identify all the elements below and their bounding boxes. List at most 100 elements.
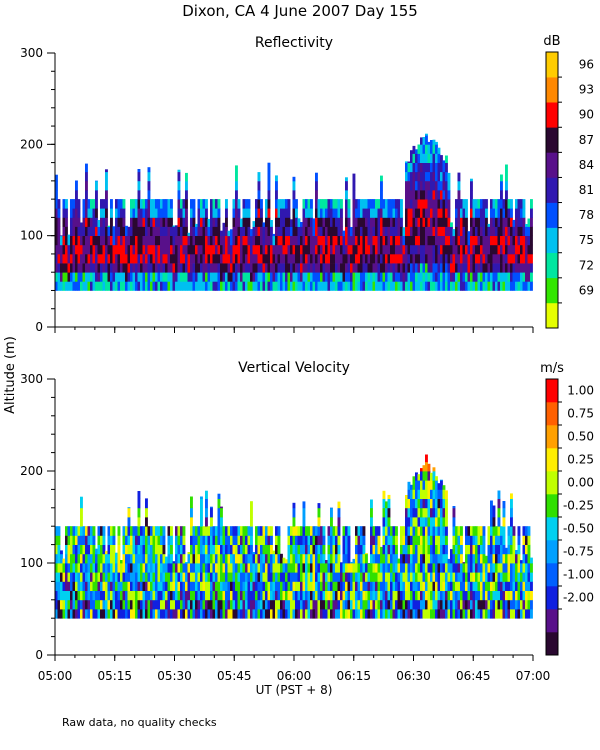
data-cell — [427, 190, 431, 200]
data-cell — [342, 281, 346, 291]
data-cell — [440, 253, 443, 264]
data-cell — [450, 581, 453, 591]
data-cell — [300, 263, 303, 273]
data-cell — [132, 544, 136, 555]
data-cell — [397, 281, 401, 291]
data-cell — [302, 609, 306, 619]
data-cell — [102, 208, 106, 218]
data-cell — [137, 263, 141, 273]
data-cell — [260, 272, 263, 282]
data-cell — [470, 226, 473, 236]
data-cell — [197, 217, 201, 227]
data-cell — [412, 489, 416, 499]
data-cell — [87, 217, 91, 227]
data-cell — [295, 263, 298, 273]
data-cell — [250, 235, 253, 246]
data-cell — [205, 599, 208, 610]
data-cell — [427, 535, 431, 545]
data-cell — [200, 535, 203, 545]
data-cell — [295, 572, 298, 582]
data-cell — [527, 235, 531, 246]
data-cell — [445, 190, 448, 200]
data-cell — [155, 599, 158, 610]
data-cell — [390, 208, 393, 218]
data-cell — [460, 526, 463, 536]
data-cell — [412, 563, 416, 573]
data-cell — [350, 561, 353, 564]
data-cell — [235, 244, 238, 255]
data-cell — [372, 226, 376, 236]
data-cell — [97, 599, 101, 610]
data-cell — [317, 199, 321, 209]
data-cell — [132, 526, 136, 536]
data-cell — [425, 208, 428, 218]
data-cell — [340, 599, 343, 610]
data-cell — [420, 137, 423, 145]
data-cell — [392, 253, 396, 264]
data-cell — [510, 199, 513, 209]
data-cell — [512, 572, 516, 582]
data-cell — [260, 199, 263, 209]
data-cell — [455, 208, 458, 218]
data-cell — [425, 563, 428, 573]
data-cell — [417, 526, 421, 536]
data-cell — [377, 553, 381, 564]
data-cell — [85, 553, 88, 564]
data-cell — [397, 563, 401, 573]
data-cell — [277, 609, 281, 619]
data-cell — [72, 235, 76, 246]
data-cell — [75, 253, 78, 264]
data-cell — [515, 226, 518, 236]
data-cell — [432, 199, 436, 209]
data-cell — [137, 553, 141, 564]
data-cell — [415, 517, 418, 527]
data-cell — [252, 244, 256, 255]
data-cell — [280, 217, 283, 227]
data-cell — [217, 553, 221, 564]
data-cell — [495, 599, 498, 610]
data-cell — [180, 535, 183, 545]
data-cell — [445, 590, 448, 601]
data-cell — [487, 223, 491, 227]
data-cell — [272, 599, 276, 610]
data-cell — [425, 454, 428, 463]
data-cell — [410, 563, 413, 573]
data-cell — [420, 272, 423, 282]
data-cell — [85, 190, 88, 200]
data-cell — [240, 544, 243, 555]
colorbar-swatch — [546, 302, 558, 329]
data-cell — [417, 535, 421, 545]
data-cell — [275, 281, 278, 291]
data-cell — [502, 199, 506, 209]
data-cell — [347, 599, 351, 610]
data-cell — [335, 272, 338, 282]
data-cell — [370, 217, 373, 227]
data-cell — [272, 233, 276, 237]
data-cell — [377, 263, 381, 273]
data-cell — [502, 253, 506, 264]
data-cell — [477, 281, 481, 291]
data-cell — [340, 562, 343, 564]
data-cell — [57, 253, 61, 264]
data-cell — [505, 235, 508, 246]
data-cell — [337, 599, 341, 610]
data-cell — [520, 244, 523, 255]
data-cell — [112, 581, 116, 591]
data-cell — [320, 572, 323, 582]
data-cell — [405, 553, 408, 564]
data-cell — [385, 599, 388, 610]
data-cell — [520, 217, 523, 227]
data-cell — [405, 190, 408, 200]
data-cell — [62, 199, 66, 209]
data-cell — [300, 281, 303, 291]
data-cell — [430, 140, 433, 145]
data-cell — [217, 563, 221, 573]
data-cell — [385, 526, 388, 536]
data-cell — [82, 244, 86, 255]
data-cell — [402, 227, 406, 236]
data-cell — [240, 535, 243, 545]
x-tick-label: 05:15 — [97, 669, 132, 683]
data-cell — [480, 599, 483, 610]
data-cell — [520, 609, 523, 619]
